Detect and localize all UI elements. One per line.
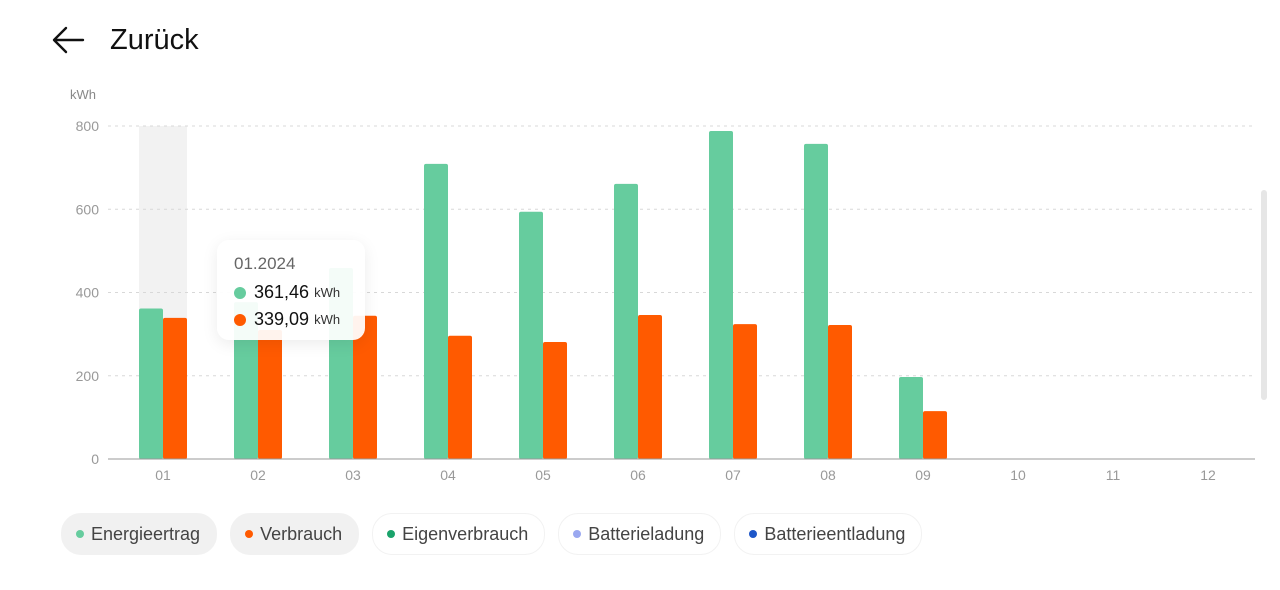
legend-label: Energieertrag <box>91 523 201 544</box>
legend-label: Batterieladung <box>588 523 705 544</box>
y-axis-label: kWh <box>70 87 96 102</box>
x-tick-label: 05 <box>535 467 551 483</box>
bar-energieertrag-07 <box>709 130 733 459</box>
legend: Energieertrag Verbrauch Eigenverbrauch B… <box>61 513 923 555</box>
x-tick-label: 12 <box>1200 467 1216 483</box>
arrow-left-icon <box>52 26 85 54</box>
bar-energieertrag-04 <box>424 163 448 459</box>
legend-label: Batterieentladung <box>764 523 906 544</box>
legend-batterieentladung[interactable]: Batterieentladung <box>734 513 923 555</box>
legend-energieertrag[interactable]: Energieertrag <box>61 513 218 555</box>
x-tick-label: 02 <box>250 467 266 483</box>
bar-verbrauch-08 <box>828 324 852 459</box>
y-tick-label: 400 <box>76 285 100 301</box>
y-tick-label: 800 <box>76 118 100 134</box>
y-tick-label: 200 <box>76 368 100 384</box>
legend-label: Verbrauch <box>260 523 343 544</box>
dot-icon <box>573 530 582 538</box>
tooltip-row-verbrauch: 339,09 kWh <box>234 309 340 330</box>
dot-icon <box>76 530 84 538</box>
bar-energieertrag-08 <box>804 143 828 459</box>
scrollbar[interactable] <box>1261 190 1267 400</box>
bar-verbrauch-05 <box>543 342 567 459</box>
y-tick-label: 600 <box>76 201 100 217</box>
tooltip-value: 339,09 <box>254 309 310 329</box>
bar-energieertrag-05 <box>519 211 543 459</box>
dot-icon <box>387 530 396 538</box>
bar-verbrauch-07 <box>733 324 757 459</box>
x-tick-label: 08 <box>820 467 836 483</box>
x-tick-label: 04 <box>440 467 456 483</box>
tooltip-unit: kWh <box>314 285 341 300</box>
bar-energieertrag-01 <box>139 308 163 459</box>
x-tick-label: 03 <box>345 467 361 483</box>
x-tick-label: 01 <box>155 467 171 483</box>
back-label: Zurück <box>110 23 199 56</box>
tooltip-unit: kWh <box>314 312 341 327</box>
x-tick-label: 10 <box>1010 467 1026 483</box>
x-tick-label: 09 <box>915 467 931 483</box>
tooltip-title: 01.2024 <box>234 254 296 273</box>
bar-energieertrag-06 <box>614 183 638 459</box>
bar-verbrauch-02 <box>258 329 282 459</box>
tooltip-row-energieertrag: 361,46 kWh <box>234 282 340 303</box>
legend-label: Eigenverbrauch <box>402 523 529 544</box>
legend-batterieladung[interactable]: Batterieladung <box>558 513 722 555</box>
bar-verbrauch-03 <box>353 315 377 459</box>
bar-verbrauch-04 <box>448 335 472 459</box>
legend-verbrauch[interactable]: Verbrauch <box>230 513 360 555</box>
tooltip-value: 361,46 <box>254 282 310 302</box>
legend-eigenverbrauch[interactable]: Eigenverbrauch <box>372 513 546 555</box>
dot-icon <box>245 530 254 538</box>
dot-icon <box>234 313 246 326</box>
back-button[interactable]: Zurück <box>50 22 199 58</box>
bar-verbrauch-01 <box>163 317 187 459</box>
x-tick-label: 07 <box>725 467 741 483</box>
bar-energieertrag-09 <box>899 376 923 459</box>
bar-verbrauch-09 <box>923 411 947 459</box>
dot-icon <box>749 530 758 538</box>
bar-verbrauch-06 <box>638 314 662 459</box>
tooltip: 01.2024 361,46 kWh 339,09 kWh <box>217 240 365 340</box>
dot-icon <box>234 286 246 299</box>
x-tick-label: 06 <box>630 467 646 483</box>
bar-energieertrag-02 <box>234 302 258 459</box>
y-tick-label: 0 <box>91 451 99 467</box>
bar-chart: kWh 0 200 400 600 800 01 02 03 04 05 06 07 08 09 10 11 12 <box>70 87 1255 483</box>
x-tick-label: 11 <box>1106 467 1121 483</box>
